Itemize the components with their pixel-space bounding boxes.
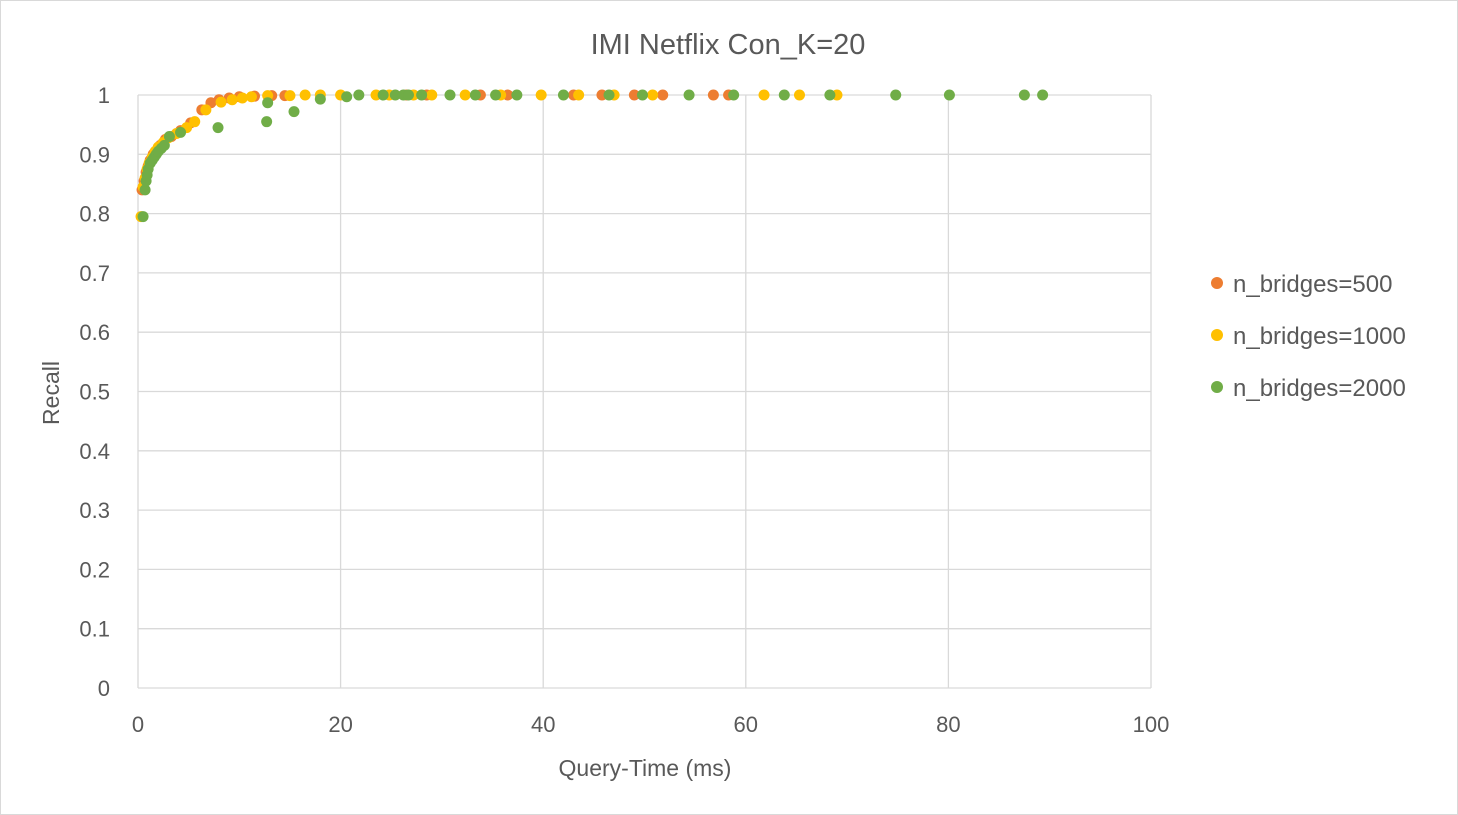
data-point: [226, 94, 238, 106]
data-point: [890, 89, 902, 101]
data-point: [200, 104, 212, 116]
data-point: [261, 116, 273, 128]
data-point: [236, 92, 248, 104]
legend-label-3: n_bridges=2000: [1233, 375, 1406, 402]
x-tick-label: 100: [1133, 712, 1170, 737]
data-point: [426, 89, 438, 101]
y-tick-label: 0.4: [79, 439, 110, 464]
x-tick-label: 80: [936, 712, 960, 737]
data-point: [490, 89, 502, 101]
data-points: [135, 89, 1049, 223]
x-tick-label: 40: [531, 712, 555, 737]
data-point: [707, 89, 719, 101]
legend-label-1: n_bridges=500: [1233, 271, 1392, 298]
y-tick-label: 0.8: [79, 202, 110, 227]
data-point: [215, 96, 227, 108]
data-point: [647, 89, 659, 101]
data-point: [636, 89, 648, 101]
data-point: [377, 89, 389, 101]
legend: n_bridges=500 n_bridges=1000 n_bridges=200…: [1211, 271, 1406, 402]
data-point: [175, 126, 187, 138]
data-point: [416, 89, 428, 101]
data-point: [284, 90, 296, 102]
series-2-points: [135, 89, 843, 223]
data-point: [683, 89, 695, 101]
y-axis-title: Recall: [38, 361, 64, 425]
data-point: [469, 89, 481, 101]
series-3-points: [137, 89, 1049, 223]
data-point: [758, 89, 770, 101]
data-point: [573, 89, 585, 101]
legend-marker-3: [1211, 381, 1223, 393]
legend-marker-1: [1211, 277, 1223, 289]
y-axis-ticks: 0 0.1 0.2 0.3 0.4 0.5 0.6 0.7 0.8 0.9 1: [79, 83, 110, 701]
data-point: [299, 89, 311, 101]
x-tick-label: 0: [132, 712, 144, 737]
data-point: [389, 89, 401, 101]
y-tick-label: 0.5: [79, 380, 110, 405]
y-tick-label: 0: [98, 676, 110, 701]
data-point: [444, 89, 456, 101]
data-point: [137, 211, 149, 223]
legend-label-2: n_bridges=1000: [1233, 323, 1406, 350]
data-point: [793, 89, 805, 101]
data-point: [628, 89, 640, 101]
data-point: [158, 139, 170, 151]
y-tick-label: 0.3: [79, 498, 110, 523]
x-tick-label: 20: [328, 712, 352, 737]
data-point: [163, 131, 175, 143]
data-point: [657, 89, 669, 101]
y-tick-label: 1: [98, 83, 110, 108]
data-point: [314, 93, 326, 105]
data-point: [402, 89, 414, 101]
data-point: [1037, 89, 1049, 101]
data-point: [535, 89, 547, 101]
data-point: [459, 89, 471, 101]
x-axis-title: Query-Time (ms): [559, 755, 732, 781]
data-point: [189, 116, 201, 128]
x-axis-ticks: 0 20 40 60 80 100: [132, 712, 1169, 737]
series-1-points: [136, 89, 735, 196]
data-point: [288, 106, 300, 118]
data-point: [728, 89, 740, 101]
data-point: [511, 89, 523, 101]
data-point: [139, 184, 151, 196]
data-point: [778, 89, 790, 101]
data-point: [341, 91, 353, 103]
data-point: [245, 91, 257, 103]
y-tick-label: 0.9: [79, 142, 110, 167]
y-tick-label: 0.7: [79, 261, 110, 286]
data-point: [212, 122, 224, 134]
data-point: [824, 89, 836, 101]
gridlines: [137, 94, 1152, 689]
data-point: [603, 89, 615, 101]
y-tick-label: 0.6: [79, 320, 110, 345]
data-point: [943, 89, 955, 101]
data-point: [262, 97, 274, 109]
y-tick-label: 0.1: [79, 617, 110, 642]
x-tick-label: 60: [734, 712, 758, 737]
data-point: [353, 89, 365, 101]
y-tick-label: 0.2: [79, 557, 110, 582]
data-point: [557, 89, 569, 101]
data-point: [1018, 89, 1030, 101]
chart-title: IMI Netflix Con_K=20: [591, 29, 866, 61]
legend-marker-2: [1211, 329, 1223, 341]
